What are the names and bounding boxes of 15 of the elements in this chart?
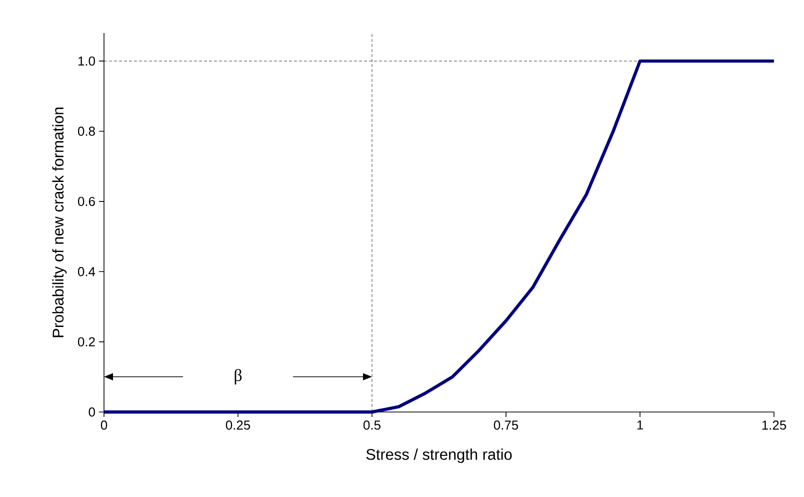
y-tick-label: 1.0 xyxy=(78,56,95,66)
x-tick-label: 0.25 xyxy=(226,420,250,430)
x-tick-label: 0 xyxy=(100,420,108,430)
y-tick-label: 0.6 xyxy=(78,196,95,206)
x-tick-label: 0.75 xyxy=(494,420,518,430)
y-tick-label: 0.2 xyxy=(78,337,95,346)
x-tick-label: 1 xyxy=(637,420,643,430)
x-axis-title: Stress / strength ratio xyxy=(366,448,512,463)
annotation: β xyxy=(234,368,242,385)
x-tick-label: 0.5 xyxy=(364,420,380,430)
y-tick-label: 0.4 xyxy=(78,267,96,276)
y-tick-label: 0.8 xyxy=(78,126,95,136)
y-axis-title: Probability of new crack formation xyxy=(52,108,67,338)
x-tick-label: 1.25 xyxy=(762,420,786,430)
y-tick-label: 0 xyxy=(88,407,95,417)
